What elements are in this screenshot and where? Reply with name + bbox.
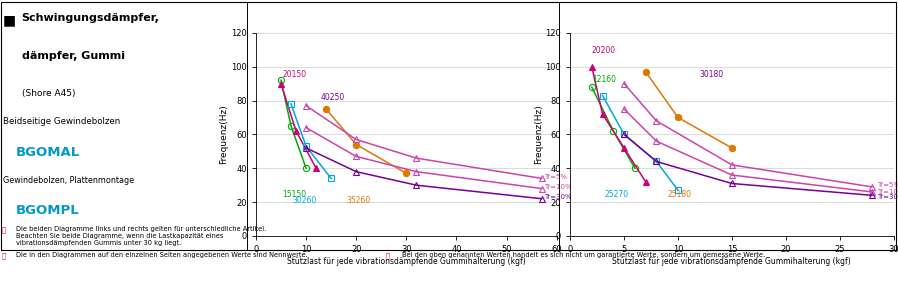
Text: Die beiden Diagramme links und rechts gelten für unterschiedliche Artikel.
Beach: Die beiden Diagramme links und rechts ge…	[16, 226, 267, 246]
Text: Tr=5%: Tr=5%	[544, 174, 568, 180]
Text: ■: ■	[3, 13, 16, 27]
Text: Schwingungsdämpfer,: Schwingungsdämpfer,	[22, 13, 160, 23]
Text: 35260: 35260	[346, 196, 371, 205]
X-axis label: Stützlast für jede vibrationsdämpfende Gummihalterung (kgf): Stützlast für jede vibrationsdämpfende G…	[612, 257, 851, 266]
Text: 20200: 20200	[592, 46, 616, 55]
Text: 40250: 40250	[321, 93, 346, 102]
Text: BGOMAL: BGOMAL	[16, 146, 81, 159]
Text: 25270: 25270	[604, 190, 629, 199]
Text: Tr=30%: Tr=30%	[544, 194, 572, 200]
Text: ⓘ: ⓘ	[2, 252, 6, 259]
Text: 30260: 30260	[292, 196, 316, 205]
Text: 25180: 25180	[667, 190, 691, 199]
Text: 30180: 30180	[700, 69, 724, 79]
Text: 20150: 20150	[282, 69, 306, 79]
Y-axis label: Frequenz(Hz): Frequenz(Hz)	[533, 105, 542, 164]
Text: Die in den Diagrammen auf den einzelnen Seiten angegebenen Werte sind Nennwerte.: Die in den Diagrammen auf den einzelnen …	[16, 252, 308, 258]
Text: ⓘ: ⓘ	[2, 226, 6, 233]
Text: 12160: 12160	[592, 75, 616, 84]
Text: ⓘ: ⓘ	[386, 252, 391, 259]
Text: Gewindebolzen, Plattenmontage: Gewindebolzen, Plattenmontage	[3, 176, 134, 185]
Text: Tr=10%: Tr=10%	[877, 189, 898, 195]
Text: BGOMPL: BGOMPL	[16, 204, 80, 217]
Text: Beidseitige Gewindebolzen: Beidseitige Gewindebolzen	[3, 117, 120, 126]
Text: Tr=30%: Tr=30%	[877, 194, 898, 200]
Text: (Shore A45): (Shore A45)	[22, 89, 75, 98]
Text: Tr=5%: Tr=5%	[877, 182, 898, 188]
Y-axis label: Frequenz(Hz): Frequenz(Hz)	[219, 105, 228, 164]
Text: dämpfer, Gummi: dämpfer, Gummi	[22, 51, 125, 61]
Text: 15150: 15150	[282, 190, 306, 199]
X-axis label: Stützlast für jede vibrationsdämpfende Gummihalterung (kgf): Stützlast für jede vibrationsdämpfende G…	[287, 257, 525, 266]
Text: Tr=10%: Tr=10%	[544, 184, 572, 190]
Text: Bei den oben genannten Werten handelt es sich nicht um garantierte Werte, sonder: Bei den oben genannten Werten handelt es…	[402, 252, 765, 258]
